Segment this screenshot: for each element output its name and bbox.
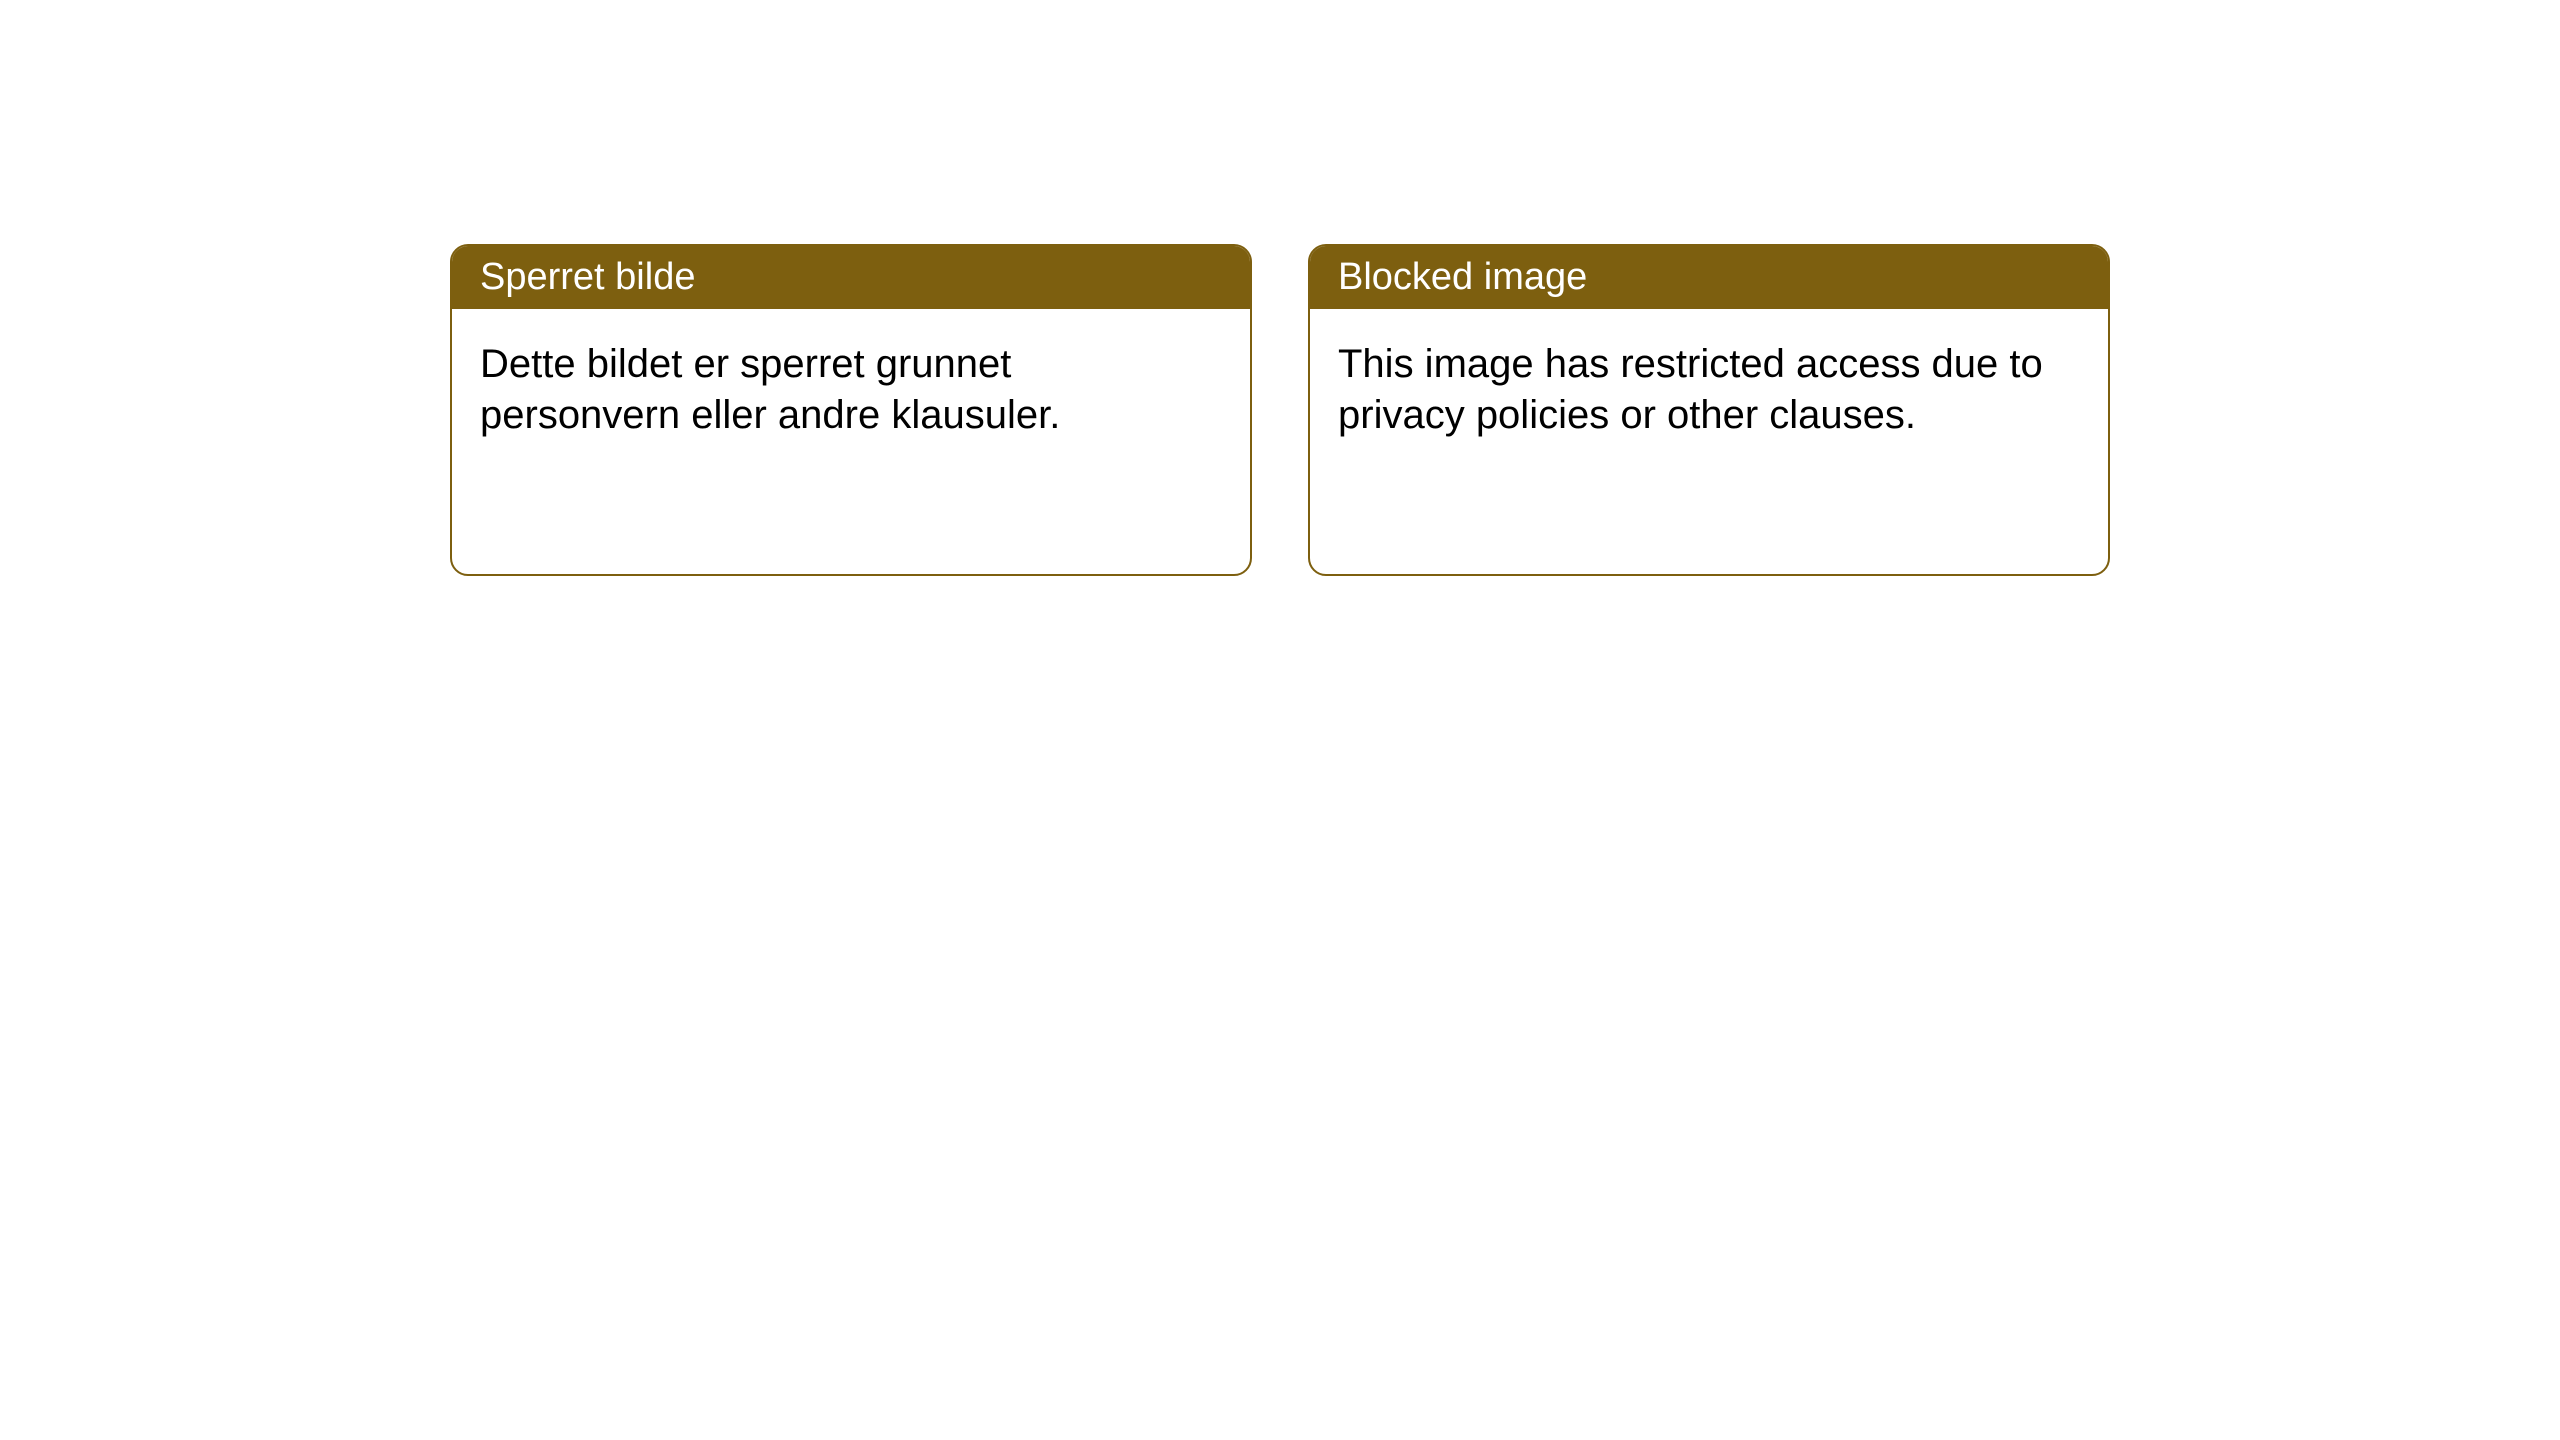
notice-container: Sperret bilde Dette bildet er sperret gr… (450, 244, 2110, 576)
notice-box-english: Blocked image This image has restricted … (1308, 244, 2110, 576)
notice-title-norwegian: Sperret bilde (480, 256, 695, 298)
notice-body-norwegian: Dette bildet er sperret grunnet personve… (452, 309, 1250, 471)
notice-body-english: This image has restricted access due to … (1310, 309, 2108, 471)
notice-header-english: Blocked image (1310, 246, 2108, 309)
notice-box-norwegian: Sperret bilde Dette bildet er sperret gr… (450, 244, 1252, 576)
notice-title-english: Blocked image (1338, 256, 1587, 298)
notice-text-norwegian: Dette bildet er sperret grunnet personve… (480, 342, 1060, 437)
notice-text-english: This image has restricted access due to … (1338, 342, 2043, 437)
notice-header-norwegian: Sperret bilde (452, 246, 1250, 309)
